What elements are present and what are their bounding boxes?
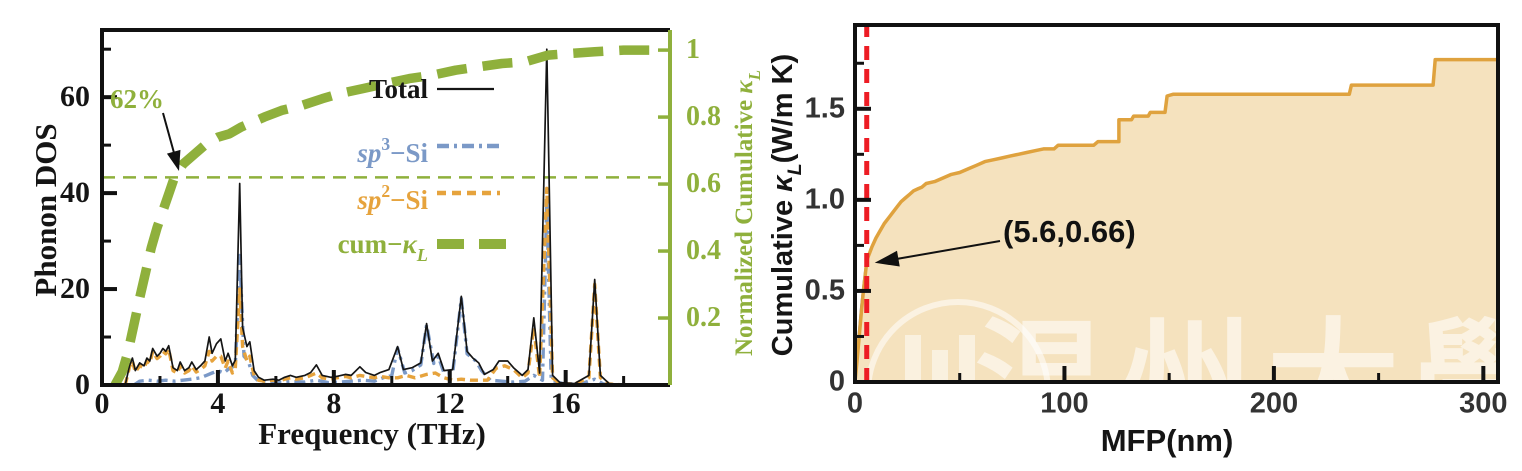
right-chart-x-tick-label-200: 200 [1249, 387, 1299, 420]
right-chart-y-tick-label-1.5: 1.5 [804, 92, 845, 125]
right-chart-ylabel-pre: Cumulative [767, 191, 800, 357]
right-chart-ylabel-post: (W/m K) [767, 53, 800, 164]
left-y-tick-label-60: 60 [60, 80, 90, 114]
left-y-axis-title: Phonon DOS [28, 123, 63, 297]
left-x-tick-label-4: 4 [210, 387, 226, 420]
sp3-rest: −Si [390, 138, 428, 168]
right-chart-area-fill [855, 59, 1498, 382]
cum-kappa-subscript: L [416, 245, 428, 266]
left-y-tick-label-0: 0 [75, 368, 90, 401]
annotation-5-6-arrow-shaft [896, 240, 1001, 261]
cum-kappa: κ [402, 229, 417, 259]
watermark-seal-bar [959, 335, 975, 382]
left-x-axis-title: Frequency (THz) [258, 416, 486, 451]
right-chart-x-axis-title: MFP(nm) [1100, 423, 1234, 458]
watermark-seal-bar [905, 335, 921, 382]
right-chart-kappa-subscript: L [783, 163, 806, 176]
left-x-tick-label-0: 0 [94, 387, 110, 420]
legend-label-sp2-si: sp2−Si [210, 176, 428, 217]
cum-text: cum− [337, 229, 403, 259]
watermark-group: 温州大學 [865, 299, 1522, 460]
sp2-italic: sp [357, 185, 382, 215]
kappa-symbol: κ [731, 80, 758, 94]
sp3-superscript: 3 [381, 134, 391, 154]
left-chart-series-total [124, 48, 624, 386]
left-x-tick-label-8: 8 [326, 387, 342, 420]
left-y-tick-label-40: 40 [60, 176, 90, 210]
legend-label-sp3-si: sp3−Si [210, 129, 428, 170]
right-axis-tick-label-0.2: 0.2 [686, 302, 721, 334]
right-axis-tick-label-0.8: 0.8 [686, 101, 721, 133]
right-chart-x-tick-label-300: 300 [1459, 387, 1508, 420]
right-chart-kappa: κ [767, 175, 800, 192]
right-chart-x-tick-label-100: 100 [1040, 387, 1089, 420]
kappa-subscript: L [745, 69, 764, 81]
annotation-point-5-6-0-66: (5.6,0.66) [1003, 214, 1136, 249]
left-chart-series-sp3-si [132, 201, 618, 387]
right-chart-frame [853, 23, 1500, 384]
right-axis-tick-label-0.4: 0.4 [686, 235, 721, 267]
right-axis-tick-label-0.6: 0.6 [686, 168, 721, 200]
right-chart-y-tick-label-0: 0 [828, 365, 845, 398]
legend-total-text: Total [368, 74, 428, 104]
left-x-tick-label-12: 12 [434, 387, 465, 420]
right-chart-y-tick-label-0.5: 0.5 [804, 274, 845, 307]
annotation-62-percent: 62% [110, 84, 164, 114]
annotation-62pct-arrow-head [166, 149, 181, 171]
sp2-superscript: 2 [381, 181, 391, 201]
sp2-rest: −Si [390, 185, 428, 215]
right-chart-y-axis-title: Cumulative κL(W/m K) [767, 53, 806, 357]
right-chart-series-cumulative-kl [853, 57, 1498, 383]
left-chart-frame [100, 28, 670, 387]
left-chart-series-cum-kl [110, 45, 662, 388]
watermark-seal-circle [865, 299, 1051, 382]
left-y-tick-label-20: 20 [60, 272, 90, 306]
left-x-tick-label-16: 16 [550, 387, 581, 420]
annotation-62pct-arrow-shaft [162, 112, 176, 154]
right-chart-y-tick-label-1.0: 1.0 [804, 183, 845, 216]
watermark-seal-bar [932, 350, 948, 382]
legend-label-cum-kl: cum−κL [210, 227, 428, 270]
watermark-text: 温州大學 [975, 306, 1522, 460]
right-y-axis-title-normalized-cumulative: Normalized Cumulative κL [731, 69, 764, 357]
left-chart-series-sp2-si [123, 186, 624, 387]
annotation-5-6-arrow-head [874, 250, 900, 267]
right-axis-tick-label-1: 1 [686, 34, 700, 66]
right-y-axis-title-text: Normalized Cumulative [731, 93, 758, 357]
sp3-italic: sp [357, 138, 382, 168]
legend-label-total: Total [210, 72, 428, 106]
right-chart-x-tick-label-0: 0 [846, 387, 864, 420]
